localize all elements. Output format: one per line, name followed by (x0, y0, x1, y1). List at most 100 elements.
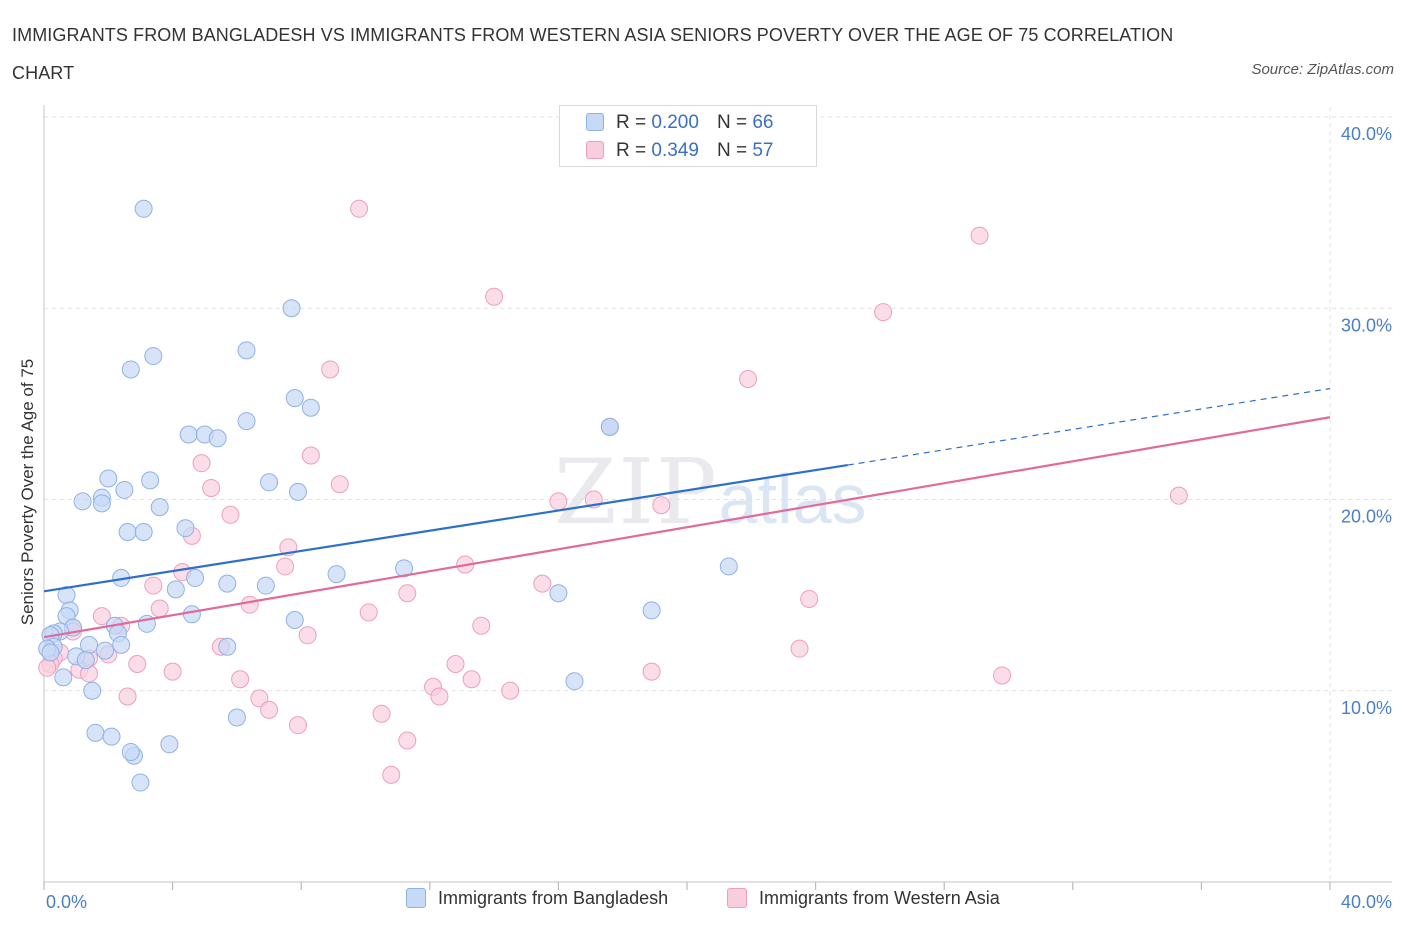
legend-swatch-blue (586, 113, 604, 131)
grid-lines (44, 107, 1392, 882)
legend-r-label: R = (616, 140, 647, 161)
point-western-asia (128, 654, 147, 673)
point-bangladesh (160, 735, 179, 754)
point-bangladesh (134, 199, 153, 218)
point-western-asia (231, 670, 250, 689)
point-western-asia (642, 662, 661, 681)
legend-r-pink: 0.349 (651, 140, 699, 161)
point-bangladesh (237, 341, 256, 360)
stats-legend: R = 0.200 N = 66 R = 0.349 N = 57 (559, 105, 817, 167)
point-bangladesh (237, 412, 256, 431)
y-axis-label: Seniors Poverty Over the Age of 75 (18, 359, 37, 625)
point-western-asia (321, 360, 340, 379)
point-bangladesh (642, 601, 661, 620)
point-western-asia (446, 654, 465, 673)
series-western-asia-points (38, 199, 1188, 784)
trend-line-bangladesh (43, 463, 848, 593)
y-tick-label: 30.0% (1341, 315, 1392, 335)
trend-line-western-asia (43, 416, 1331, 639)
trend-line-bangladesh-projection (847, 387, 1331, 466)
point-bangladesh (218, 574, 237, 593)
point-bangladesh (166, 580, 185, 599)
point-western-asia (240, 595, 259, 614)
chart-title: IMMIGRANTS FROM BANGLADESH VS IMMIGRANTS… (12, 25, 1174, 83)
point-western-asia (202, 479, 221, 498)
point-western-asia (462, 670, 481, 689)
point-bangladesh (260, 473, 279, 492)
point-western-asia (382, 765, 401, 784)
x-tick-label: 0.0% (46, 892, 87, 912)
point-bangladesh (176, 519, 195, 538)
point-bangladesh (54, 668, 73, 687)
point-western-asia (874, 303, 893, 322)
series-bangladesh-points (38, 199, 738, 792)
point-bangladesh (256, 576, 275, 595)
point-western-asia (398, 731, 417, 750)
point-bangladesh (285, 389, 304, 408)
legend-n-blue: 66 (752, 112, 774, 133)
point-western-asia (790, 639, 809, 658)
point-western-asia (276, 557, 295, 576)
y-tick-label: 10.0% (1341, 698, 1392, 718)
point-bangladesh (102, 727, 121, 746)
legend-item-bangladesh: Immigrants from Bangladesh (406, 888, 668, 909)
point-western-asia (118, 687, 137, 706)
legend-n-label: N = (716, 140, 748, 161)
point-bangladesh (118, 523, 137, 542)
series-legend: Immigrants from Bangladesh Immigrants fr… (0, 888, 1406, 916)
point-bangladesh (96, 641, 115, 660)
point-western-asia (221, 505, 240, 524)
point-bangladesh (141, 471, 160, 490)
point-western-asia (350, 199, 369, 218)
y-tick-label: 20.0% (1341, 507, 1392, 527)
legend-n-label: N = (716, 112, 748, 133)
point-bangladesh (121, 742, 140, 761)
point-bangladesh (719, 557, 738, 576)
point-bangladesh (121, 360, 140, 379)
point-bangladesh (227, 708, 246, 727)
point-western-asia (288, 716, 307, 735)
legend-r-blue: 0.200 (651, 112, 699, 133)
legend-row-western-asia: R = 0.349 N = 57 (586, 140, 773, 164)
point-western-asia (359, 603, 378, 622)
point-bangladesh (144, 347, 163, 366)
legend-row-bangladesh: R = 0.200 N = 66 (586, 112, 773, 136)
point-western-asia (501, 681, 520, 700)
point-bangladesh (92, 494, 111, 513)
point-western-asia (485, 287, 504, 306)
point-bangladesh (115, 480, 134, 499)
point-bangladesh (86, 723, 105, 742)
legend-label-western-asia: Immigrants from Western Asia (759, 888, 1000, 908)
point-bangladesh (288, 482, 307, 501)
point-bangladesh (301, 398, 320, 417)
point-bangladesh (186, 568, 205, 587)
legend-label-bangladesh: Immigrants from Bangladesh (438, 888, 669, 908)
legend-r-label: R = (616, 112, 647, 133)
point-bangladesh (285, 610, 304, 629)
point-western-asia (800, 589, 819, 608)
point-bangladesh (83, 681, 102, 700)
point-western-asia (144, 576, 163, 595)
axes (43, 105, 1392, 890)
legend-item-western-asia: Immigrants from Western Asia (727, 888, 1000, 909)
point-western-asia (150, 599, 169, 618)
point-bangladesh (134, 523, 153, 542)
source-note: Source: ZipAtlas.com (1251, 61, 1394, 78)
point-western-asia (398, 584, 417, 603)
point-western-asia (250, 689, 269, 708)
point-western-asia (1169, 486, 1188, 505)
point-bangladesh (282, 299, 301, 318)
point-western-asia (298, 626, 317, 645)
point-bangladesh (208, 429, 227, 448)
point-bangladesh (41, 643, 60, 662)
tick-labels: 10.0% 20.0% 30.0% 40.0% 0.0% 40.0% (46, 124, 1392, 912)
point-western-asia (652, 496, 671, 515)
point-western-asia (92, 607, 111, 626)
point-western-asia (163, 662, 182, 681)
point-bangladesh (395, 559, 414, 578)
point-western-asia (472, 616, 491, 635)
point-western-asia (38, 658, 57, 677)
point-western-asia (533, 574, 552, 593)
point-bangladesh (218, 637, 237, 656)
